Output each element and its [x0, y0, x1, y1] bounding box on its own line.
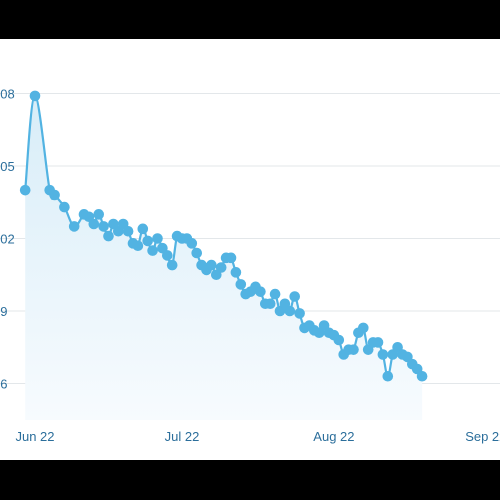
x-tick-label: Sep 22 [465, 429, 500, 444]
y-tick-label: 99 [0, 304, 7, 319]
x-tick-label: Aug 22 [313, 429, 354, 444]
data-point[interactable] [166, 259, 178, 271]
data-point[interactable] [382, 370, 394, 382]
data-point[interactable] [230, 267, 242, 278]
data-point[interactable] [142, 235, 153, 247]
x-tick-label: Jun 22 [15, 429, 54, 444]
data-point[interactable] [49, 189, 60, 201]
data-point[interactable] [122, 225, 134, 237]
x-axis-tick-labels: Jun 22 Jul 22 Aug 22 Sep 22 [15, 429, 500, 444]
series-area [25, 95, 423, 421]
data-point[interactable] [191, 247, 202, 259]
data-point[interactable] [98, 221, 109, 232]
data-point[interactable] [59, 201, 70, 213]
data-point[interactable] [93, 209, 104, 220]
data-point[interactable] [416, 370, 428, 382]
data-point[interactable] [88, 218, 100, 230]
data-point[interactable] [206, 259, 217, 271]
data-point[interactable] [235, 279, 247, 290]
data-point[interactable] [269, 288, 281, 300]
y-tick-label: 96 [0, 377, 7, 392]
data-point[interactable] [137, 223, 149, 235]
data-point[interactable] [132, 240, 144, 252]
data-point[interactable] [333, 334, 345, 346]
data-point[interactable] [68, 221, 80, 232]
data-point[interactable] [147, 245, 158, 256]
data-point[interactable] [294, 308, 305, 319]
data-point[interactable] [255, 286, 266, 297]
data-point[interactable] [152, 233, 163, 244]
data-point[interactable] [215, 262, 227, 273]
data-point[interactable] [377, 349, 389, 360]
data-point[interactable] [289, 291, 301, 302]
y-axis-tick-labels: 96 99 102 105 108 [0, 87, 15, 392]
y-tick-label: 108 [0, 87, 15, 102]
data-point[interactable] [348, 344, 359, 355]
data-point[interactable] [103, 230, 114, 242]
data-point[interactable] [162, 250, 173, 261]
data-point[interactable] [284, 305, 296, 317]
data-point[interactable] [358, 322, 369, 334]
data-point[interactable] [29, 90, 41, 102]
line-area-chart: 96 99 102 105 108 Jun 22 Jul 22 Aug 22 S… [0, 87, 500, 444]
x-tick-label: Jul 22 [165, 429, 200, 444]
data-points [19, 90, 428, 382]
y-tick-label: 102 [0, 232, 15, 247]
data-point[interactable] [264, 298, 276, 310]
data-point[interactable] [372, 337, 384, 348]
data-point[interactable] [186, 238, 198, 249]
y-tick-label: 105 [0, 159, 15, 174]
data-point[interactable] [225, 252, 237, 264]
chart-panel: 96 99 102 105 108 Jun 22 Jul 22 Aug 22 S… [0, 39, 500, 460]
area-fill [25, 95, 423, 421]
data-point[interactable] [19, 184, 31, 196]
